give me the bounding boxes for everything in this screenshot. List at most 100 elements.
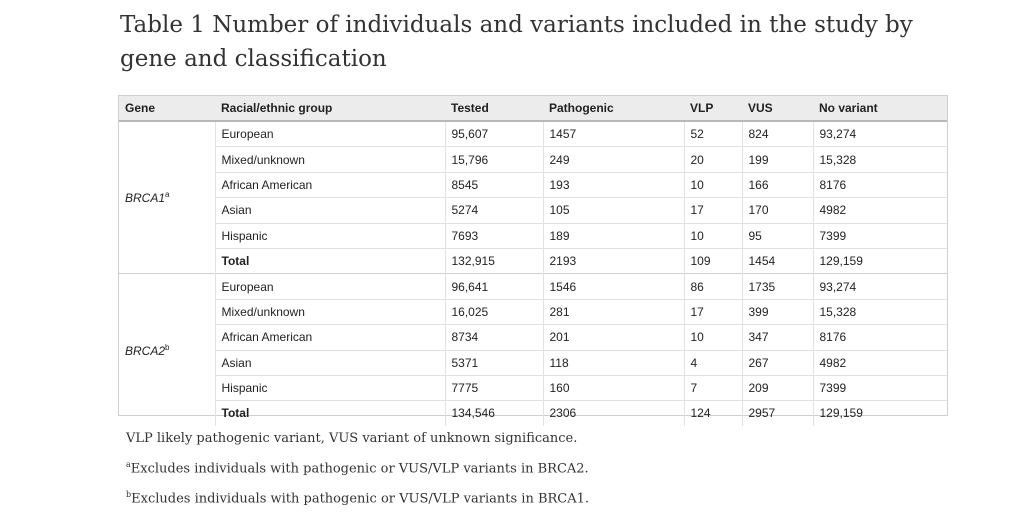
header-vus: VUS — [742, 96, 813, 122]
cell-group: Mixed/unknown — [214, 298, 445, 325]
cell-pathogenic: 201 — [542, 324, 684, 351]
cell-tested: 134,546 — [444, 400, 543, 426]
footnote-abbreviations: VLP likely pathogenic variant, VUS varia… — [126, 431, 578, 446]
cell-pathogenic: 105 — [542, 197, 684, 224]
cell-vlp: 10 — [683, 222, 742, 249]
cell-vlp: 124 — [683, 400, 742, 426]
cell-tested: 8545 — [444, 171, 543, 198]
header-no-variant: No variant — [813, 96, 947, 122]
cell-no-variant: 93,274 — [812, 273, 947, 300]
cell-tested: 132,915 — [444, 247, 543, 274]
table-row: Mixed/unknown 15,796 249 20 199 15,328 — [119, 146, 947, 173]
cell-vlp: 52 — [683, 120, 742, 147]
gene-cell: BRCA2b — [119, 273, 215, 426]
cell-pathogenic: 281 — [542, 298, 684, 325]
cell-no-variant: 129,159 — [812, 400, 947, 426]
cell-group: Hispanic — [214, 222, 445, 249]
cell-group: Asian — [214, 349, 445, 376]
table-title-line-2: gene and classification — [120, 46, 387, 72]
table-row: Hispanic 7693 189 10 95 7399 — [119, 222, 947, 249]
cell-vlp: 20 — [683, 146, 742, 173]
table-header-row: Gene Racial/ethnic group Tested Pathogen… — [119, 96, 947, 122]
cell-no-variant: 8176 — [812, 171, 947, 198]
footnote-b-mark: b — [126, 490, 132, 500]
cell-no-variant: 4982 — [812, 197, 947, 224]
data-table-container: Gene Racial/ethnic group Tested Pathogen… — [118, 95, 948, 426]
cell-tested: 15,796 — [444, 146, 543, 173]
cell-vlp: 17 — [683, 298, 742, 325]
table-row: Total 132,915 2193 109 1454 129,159 — [119, 247, 947, 274]
cell-group: Asian — [214, 197, 445, 224]
cell-pathogenic: 2193 — [542, 247, 684, 274]
cell-vlp: 17 — [683, 197, 742, 224]
cell-vus: 166 — [741, 171, 813, 198]
cell-group: African American — [214, 324, 445, 351]
cell-vus: 1454 — [741, 247, 813, 274]
table-footnotes: VLP likely pathogenic variant, VUS varia… — [126, 426, 946, 513]
header-pathogenic: Pathogenic — [543, 96, 684, 122]
table-row: African American 8734 201 10 347 8176 — [119, 324, 947, 351]
cell-vus: 824 — [741, 120, 813, 147]
cell-tested: 7693 — [444, 222, 543, 249]
cell-pathogenic: 118 — [542, 349, 684, 376]
gene-name: BRCA1 — [125, 191, 166, 206]
cell-no-variant: 129,159 — [812, 247, 947, 274]
cell-no-variant: 93,274 — [812, 120, 947, 147]
gene-name: BRCA2 — [125, 343, 166, 358]
cell-tested: 8734 — [444, 324, 543, 351]
cell-no-variant: 8176 — [812, 324, 947, 351]
cell-vus: 347 — [741, 324, 813, 351]
cell-no-variant: 4982 — [812, 349, 947, 376]
cell-group: Hispanic — [214, 374, 445, 401]
cell-group: Mixed/unknown — [214, 146, 445, 173]
cell-tested: 95,607 — [444, 120, 543, 147]
footnote-b-text: Excludes individuals with pathogenic or … — [131, 491, 590, 507]
cell-group: European — [214, 120, 445, 147]
cell-group: Total — [214, 247, 445, 274]
cell-vlp: 10 — [683, 171, 742, 198]
cell-tested: 5274 — [444, 197, 543, 224]
cell-tested: 96,641 — [444, 273, 543, 300]
cell-group: European — [214, 273, 445, 300]
cell-vlp: 4 — [683, 349, 742, 376]
table-row: Asian 5371 118 4 267 4982 — [119, 349, 947, 376]
cell-vus: 199 — [741, 146, 813, 173]
footnote-a-text: Excludes individuals with pathogenic or … — [130, 461, 589, 477]
cell-no-variant: 7399 — [812, 374, 947, 401]
table-row: Total 134,546 2306 124 2957 129,159 — [119, 400, 947, 426]
cell-vus: 2957 — [741, 400, 813, 426]
cell-pathogenic: 1457 — [542, 120, 684, 147]
cell-pathogenic: 249 — [542, 146, 684, 173]
cell-pathogenic: 160 — [542, 374, 684, 401]
cell-vus: 267 — [741, 349, 813, 376]
footnote-a-mark: a — [126, 460, 131, 469]
cell-pathogenic: 193 — [542, 171, 684, 198]
cell-pathogenic: 189 — [542, 222, 684, 249]
cell-pathogenic: 1546 — [542, 273, 684, 300]
cell-vlp: 86 — [683, 273, 742, 300]
cell-no-variant: 15,328 — [812, 146, 947, 173]
cell-vus: 1735 — [741, 273, 813, 300]
header-gene: Gene — [119, 96, 215, 122]
cell-vus: 209 — [741, 374, 813, 401]
footnote-b: bExcludes individuals with pathogenic or… — [126, 482, 946, 512]
cell-tested: 16,025 — [444, 298, 543, 325]
cell-vlp: 109 — [683, 247, 742, 274]
cell-pathogenic: 2306 — [542, 400, 684, 426]
cell-no-variant: 15,328 — [812, 298, 947, 325]
cell-tested: 5371 — [444, 349, 543, 376]
table-row: BRCA1a European 95,607 1457 52 824 93,274 — [119, 120, 947, 274]
header-tested: Tested — [445, 96, 543, 122]
cell-vus: 170 — [741, 197, 813, 224]
gene-footnote-mark: a — [165, 190, 170, 200]
table-row: Mixed/unknown 16,025 281 17 399 15,328 — [119, 298, 947, 325]
gene-footnote-mark: b — [165, 342, 170, 352]
cell-vlp: 7 — [683, 374, 742, 401]
cell-tested: 7775 — [444, 374, 543, 401]
cell-vus: 399 — [741, 298, 813, 325]
table-row: African American 8545 193 10 166 8176 — [119, 171, 947, 198]
table-body: BRCA1a European 95,607 1457 52 824 93,274 Mixed… — [119, 120, 947, 426]
table-row: Asian 5274 105 17 170 4982 — [119, 197, 947, 224]
table-title: Table 1 Number of individuals and varian… — [120, 8, 940, 76]
cell-group: African American — [214, 171, 445, 198]
